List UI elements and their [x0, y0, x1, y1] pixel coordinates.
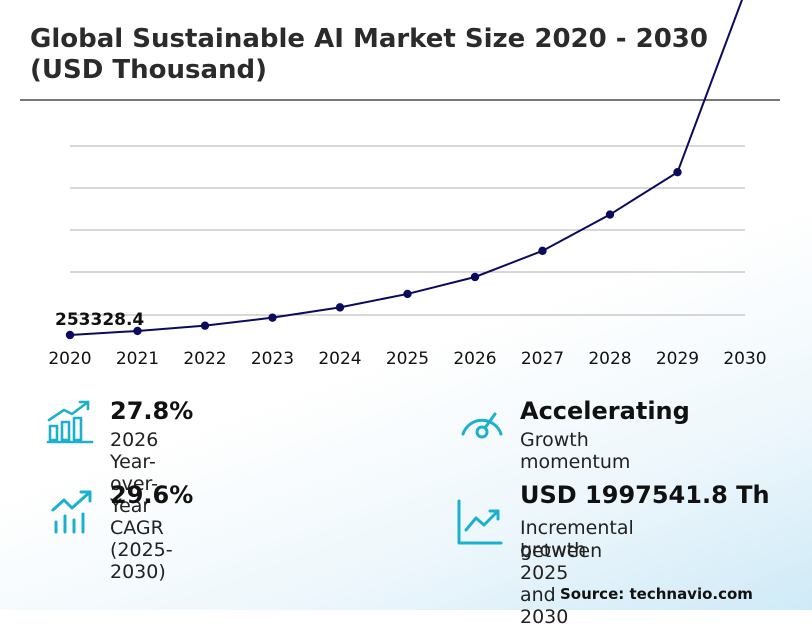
stat-cagr-value: 29.6%	[110, 481, 194, 509]
data-point-2026	[470, 272, 480, 282]
data-point-2023	[268, 313, 277, 322]
data-point-2025	[403, 289, 412, 299]
bar-chart-trend-icon	[51, 490, 92, 534]
x-tick-label-2026: 2026	[453, 349, 496, 369]
chart-title: Global Sustainable AI Market Size 2020 -…	[30, 24, 708, 85]
stat-cagr-label: CAGR (2025-2030)	[110, 517, 173, 583]
data-point-2022	[200, 321, 210, 330]
data-point-2021	[133, 326, 142, 336]
stat-yoy-label: 2026 Year-over-Year	[110, 429, 159, 517]
source-credit: Source: technavio.com	[560, 585, 753, 603]
stat-incremental-label-line2: between 2025 and 2030	[520, 540, 603, 628]
x-tick-label-2025: 2025	[386, 349, 429, 369]
line-chart: 2020 2021 2022 2023 2024 2025 2026 2027 2028 2029…	[48, 0, 767, 369]
x-tick-label-2030: 2030	[723, 349, 766, 369]
x-tick-label-2023: 2023	[251, 349, 294, 369]
stat-yoy-value: 27.8%	[110, 397, 194, 425]
x-tick-label-2022: 2022	[183, 349, 226, 369]
x-tick-label-2024: 2024	[318, 349, 361, 369]
data-point-2029	[673, 168, 682, 177]
x-tick-label-2027: 2027	[521, 349, 564, 369]
data-label-2020: 253328.4	[55, 310, 144, 330]
data-point-2028	[605, 210, 615, 219]
data-point-2020	[65, 330, 75, 340]
data-point-2027	[538, 246, 547, 256]
data-point-2024	[335, 303, 345, 312]
speedometer-icon	[461, 412, 503, 439]
x-tick-label-2029: 2029	[656, 349, 699, 369]
stat-momentum-label: Growth momentum	[520, 429, 631, 473]
title-divider	[20, 99, 780, 101]
stat-incremental-value: USD 1997541.8 Th	[520, 481, 770, 509]
stat-incremental-label-line1: Incremental growth	[520, 517, 634, 561]
stat-momentum-value: Accelerating	[520, 397, 690, 425]
x-tick-label-2021: 2021	[116, 349, 159, 369]
bar-chart-growth-icon	[46, 400, 94, 444]
x-tick-label-2020: 2020	[48, 349, 91, 369]
line-chart-up-icon	[457, 499, 503, 545]
series-line	[69, 0, 744, 336]
x-tick-label-2028: 2028	[588, 349, 631, 369]
